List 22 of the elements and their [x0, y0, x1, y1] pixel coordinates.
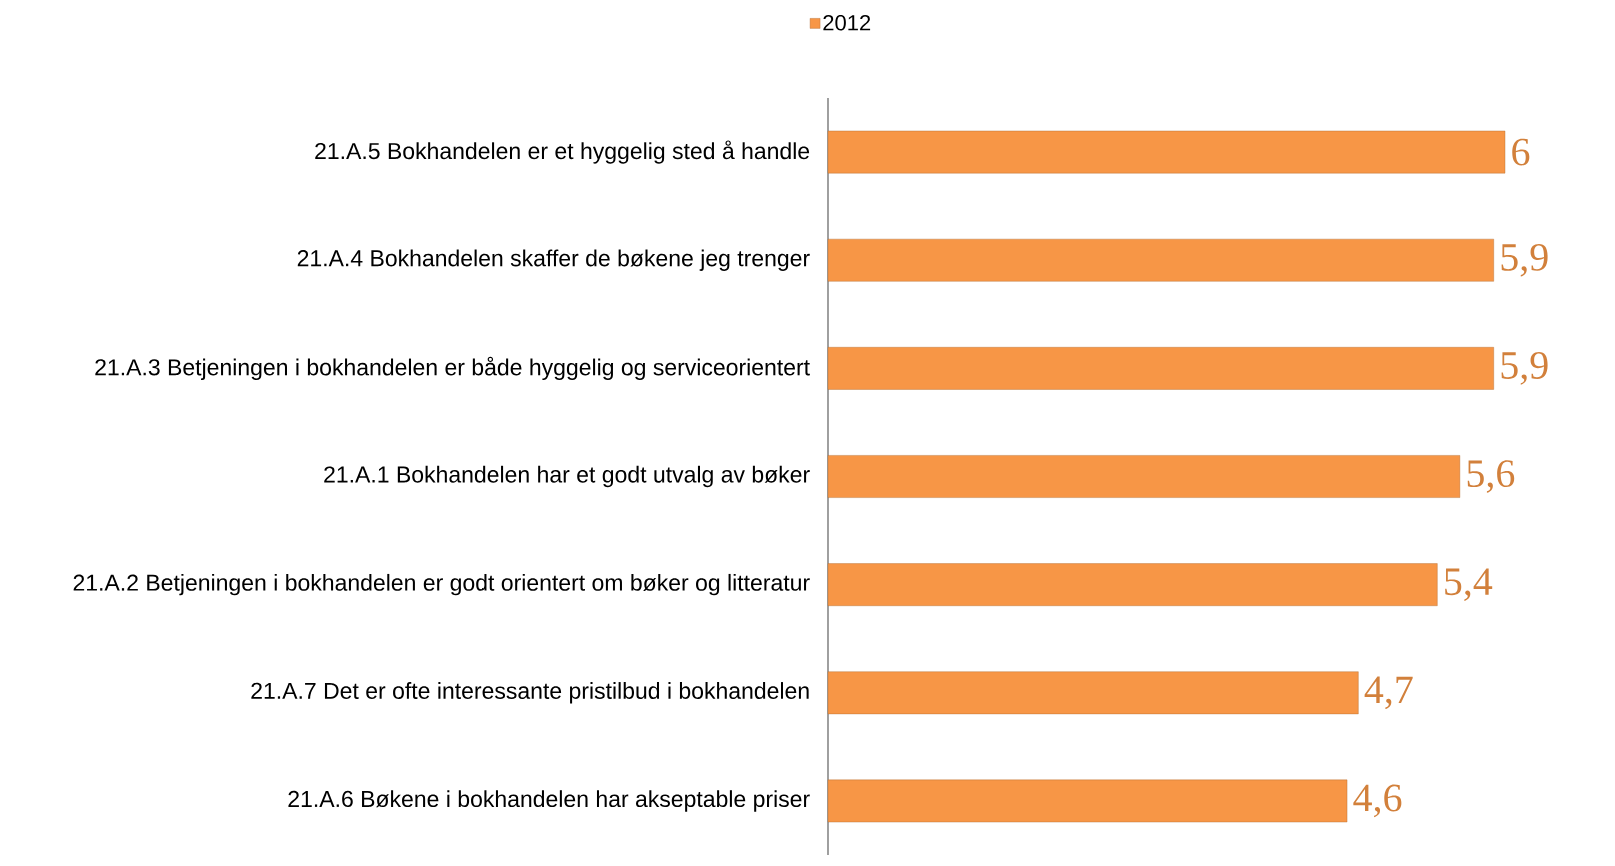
data-label: 5,9 [1501, 352, 1548, 385]
bar [827, 671, 1359, 715]
y-tick-label: 21.A.4 Bokhandelen skaffer de bøkene jeg trenger [297, 249, 810, 271]
bar [827, 455, 1461, 498]
y-tick-label: 21.A.2 Betjeningen i bokhandelen er godt orientert om bøker og litteratur [73, 573, 810, 596]
data-label: 6 [1512, 138, 1530, 166]
bar [827, 347, 1494, 390]
bar [827, 130, 1506, 174]
y-tick-label: 21.A.6 Bøkene i bokhandelen har akseptable priser [288, 790, 810, 812]
data-label: 5,4 [1445, 568, 1493, 601]
bar [827, 779, 1348, 823]
data-label: 5,9 [1501, 243, 1548, 277]
y-tick-label: 21.A.3 Betjeningen i bokhandelen er både hyggelig og serviceorientert [95, 356, 810, 381]
bar [827, 563, 1438, 606]
y-tick-label: 21.A.5 Bokhandelen er et hyggelig sted å handle [315, 140, 810, 164]
legend-label: 2012 [823, 14, 871, 31]
bar [827, 238, 1494, 282]
data-label: 5,6 [1467, 460, 1515, 493]
data-label: 4,6 [1353, 784, 1402, 818]
y-tick-label: 21.A.1 Bokhandelen har et godt utvalg av bøker [324, 465, 810, 488]
data-label: 4,7 [1364, 676, 1413, 710]
y-tick-label: 21.A.7 Det er ofte interessante pristilbud i bokhandelen [251, 682, 809, 704]
